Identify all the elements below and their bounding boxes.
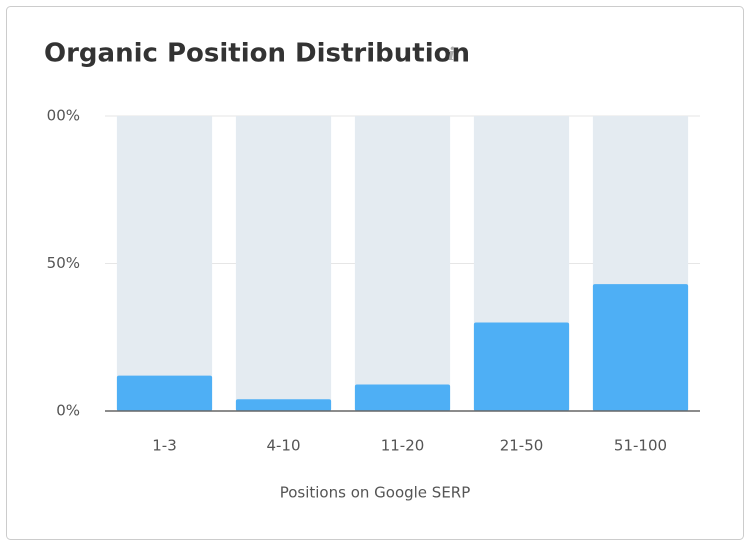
x-tick-label: 21-50	[500, 437, 544, 455]
info-icon[interactable]: i	[448, 44, 455, 65]
bar	[116, 375, 213, 411]
bar	[235, 399, 332, 411]
x-tick-label: 11-20	[381, 437, 425, 455]
bar-track	[116, 116, 213, 411]
y-tick-label: 50%	[47, 254, 80, 272]
bar-track	[354, 116, 451, 411]
x-tick-label: 51-100	[614, 437, 667, 455]
chart-title: Organic Position Distribution	[44, 39, 470, 69]
bar	[473, 322, 570, 411]
bar	[354, 384, 451, 411]
y-tick-label: 00%	[47, 107, 80, 125]
bar-track	[235, 116, 332, 411]
x-tick-label: 4-10	[266, 437, 300, 455]
x-axis-title: Positions on Google SERP	[280, 484, 471, 502]
x-tick-label: 1-3	[152, 437, 177, 455]
bar	[592, 284, 689, 411]
y-tick-label: 0%	[56, 402, 80, 420]
